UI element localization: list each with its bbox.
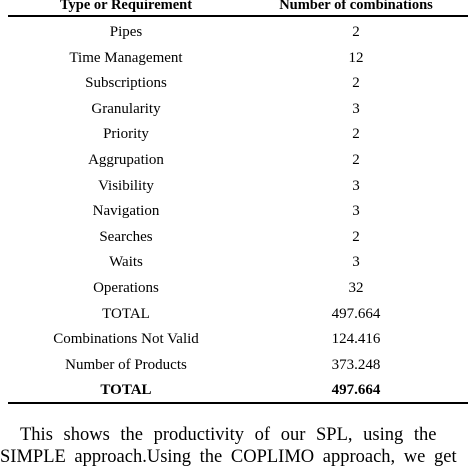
final-total-label: TOTAL [100, 382, 152, 399]
row-type: TOTAL [102, 305, 150, 322]
paragraph-line-2: SIMPLE approach.Using the COPLIMO approa… [0, 447, 457, 467]
table-row: Subscriptions 2 [8, 71, 468, 97]
row-type: Operations [93, 279, 159, 296]
row-value: 3 [352, 177, 360, 194]
combinations-table: Type or Requirement Number of combinatio… [8, 0, 468, 404]
row-value: 373.248 [331, 356, 381, 373]
row-value: 3 [352, 254, 360, 271]
row-value: 2 [352, 228, 360, 245]
row-value: 497.664 [331, 305, 381, 322]
table-row: Waits 3 [8, 250, 468, 276]
row-type: Aggrupation [88, 151, 164, 168]
row-type: Time Management [69, 49, 183, 66]
table-row: Number of Products 373.248 [8, 353, 468, 379]
row-value: 3 [352, 203, 360, 220]
table-body: Pipes 2 Time Management 12 Subscriptions… [8, 17, 468, 404]
table-row: TOTAL 497.664 [8, 302, 468, 328]
row-type: Subscriptions [85, 75, 167, 92]
table-row: Pipes 2 [8, 20, 468, 46]
row-type: Visibility [98, 177, 154, 194]
table-row: Visibility 3 [8, 174, 468, 200]
table-row: Searches 2 [8, 225, 468, 251]
row-value: 2 [352, 151, 360, 168]
table-row: Operations 32 [8, 276, 468, 302]
header-type-or-requirement: Type or Requirement [59, 0, 193, 13]
table-row: Aggrupation 2 [8, 148, 468, 174]
row-type: Priority [103, 126, 149, 143]
row-type: Searches [99, 228, 153, 245]
paragraph-line-1: This shows the productivity of our SPL, … [20, 425, 437, 445]
row-value: 2 [352, 126, 360, 143]
row-value: 124.416 [331, 331, 381, 348]
row-type: Number of Products [65, 356, 187, 373]
row-type: Granularity [91, 100, 161, 117]
row-type: Pipes [109, 24, 143, 40]
table-row: Time Management 12 [8, 46, 468, 72]
table-row-final-total: TOTAL 497.664 [8, 378, 468, 404]
final-total-value: 497.664 [331, 382, 381, 399]
table-row: Priority 2 [8, 122, 468, 148]
header-number-of-combinations: Number of combinations [279, 0, 433, 13]
row-value: 3 [352, 100, 360, 117]
row-type: Navigation [92, 203, 160, 220]
table-row: Navigation 3 [8, 199, 468, 225]
row-type: Waits [109, 254, 143, 271]
body-paragraph: This shows the productivity of our SPL, … [0, 424, 474, 468]
table-row: Granularity 3 [8, 97, 468, 123]
row-value: 2 [352, 75, 360, 92]
table-row: Combinations Not Valid 124.416 [8, 327, 468, 353]
row-value: 12 [348, 49, 364, 66]
row-value: 2 [352, 24, 360, 40]
row-type: Combinations Not Valid [53, 331, 199, 348]
row-value: 32 [348, 279, 364, 296]
table-header: Type or Requirement Number of combinatio… [8, 0, 468, 17]
